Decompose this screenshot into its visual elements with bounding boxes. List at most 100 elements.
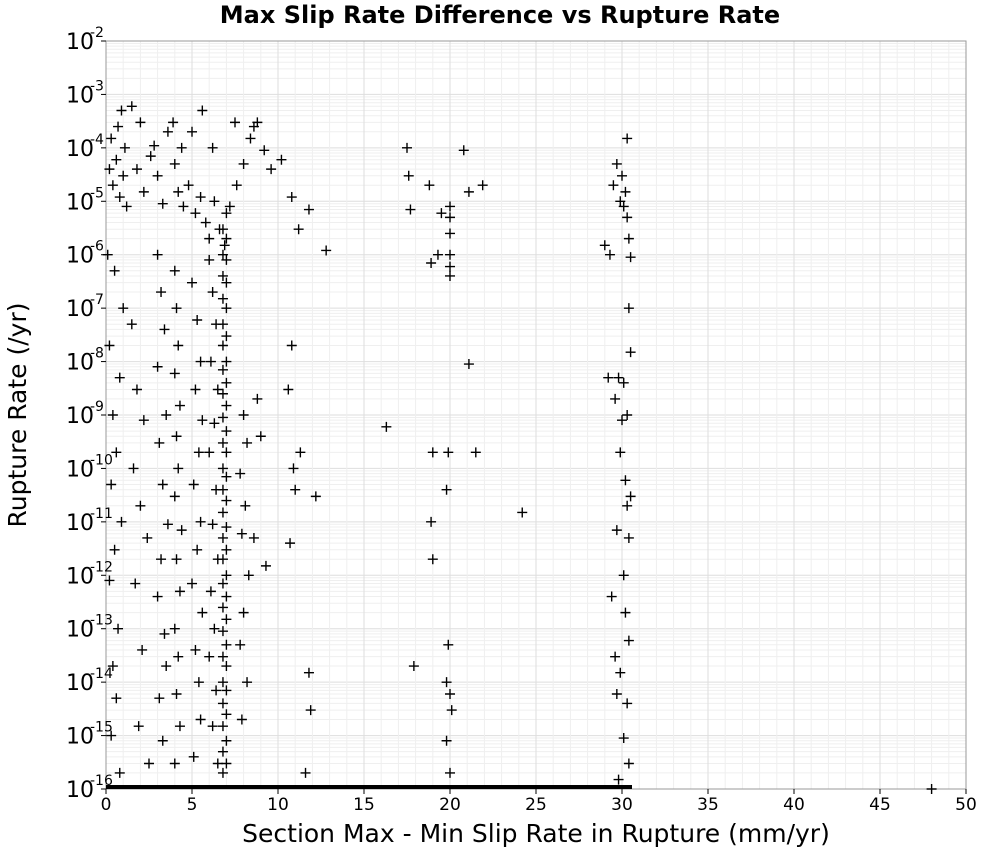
y-tick-label: 10 xyxy=(66,778,94,803)
data-point xyxy=(111,447,122,458)
y-tick-exponent: -2 xyxy=(90,25,104,41)
data-point xyxy=(157,198,168,209)
data-point xyxy=(178,201,189,212)
data-point xyxy=(144,758,154,769)
data-point xyxy=(173,186,184,197)
y-tick-exponent: -3 xyxy=(90,78,104,94)
data-point xyxy=(174,400,185,411)
data-point xyxy=(195,714,206,725)
data-point xyxy=(623,532,634,543)
data-point xyxy=(221,639,232,650)
y-tick-label: 10 xyxy=(66,564,94,589)
data-point xyxy=(145,151,156,162)
data-point xyxy=(171,688,182,699)
data-point xyxy=(427,554,438,565)
data-point xyxy=(212,384,223,395)
data-point xyxy=(445,212,455,223)
data-point xyxy=(161,661,172,672)
data-point xyxy=(109,544,120,555)
data-point xyxy=(219,240,230,251)
data-point xyxy=(171,303,182,314)
data-point xyxy=(152,249,163,260)
data-point xyxy=(426,257,437,268)
data-point xyxy=(133,721,144,732)
data-point xyxy=(622,133,633,144)
data-point xyxy=(154,693,165,704)
data-point xyxy=(221,331,232,342)
data-point xyxy=(310,491,321,502)
data-point xyxy=(168,117,179,128)
data-point xyxy=(159,628,170,639)
data-point xyxy=(204,233,215,244)
data-point xyxy=(221,758,232,769)
data-point xyxy=(238,410,249,420)
data-point xyxy=(611,158,622,169)
data-point xyxy=(156,287,167,298)
data-point xyxy=(293,224,304,235)
data-point xyxy=(187,578,197,589)
data-point xyxy=(445,767,455,778)
y-tick-exponent: -6 xyxy=(90,239,104,255)
data-point xyxy=(193,677,204,688)
data-point xyxy=(300,767,311,778)
data-point xyxy=(152,591,163,602)
data-point xyxy=(221,447,232,458)
data-point xyxy=(613,372,624,383)
data-point xyxy=(221,661,232,672)
data-point xyxy=(209,196,220,207)
data-point xyxy=(221,709,232,720)
x-tick-label: 10 xyxy=(267,795,289,815)
data-point xyxy=(288,463,299,474)
data-point xyxy=(113,623,124,634)
data-point xyxy=(176,142,187,153)
data-point xyxy=(221,570,232,581)
data-point xyxy=(432,249,443,260)
data-point xyxy=(242,677,253,688)
data-point xyxy=(221,544,232,555)
data-point xyxy=(106,730,117,741)
data-point xyxy=(606,591,617,602)
data-point xyxy=(618,201,629,212)
data-point xyxy=(283,384,294,395)
data-point xyxy=(235,468,246,479)
data-point xyxy=(618,570,629,581)
data-point xyxy=(445,249,455,260)
data-point xyxy=(174,586,185,597)
data-point xyxy=(138,186,149,197)
data-point xyxy=(618,377,629,388)
data-point xyxy=(217,532,228,543)
x-tick-label: 50 xyxy=(955,795,977,815)
data-point xyxy=(204,254,215,265)
data-point xyxy=(211,685,222,696)
data-point xyxy=(625,347,636,358)
data-point xyxy=(197,415,208,426)
data-point xyxy=(130,578,141,589)
data-point xyxy=(169,623,180,634)
data-point xyxy=(221,233,232,244)
data-point xyxy=(187,277,197,288)
data-point xyxy=(128,463,139,474)
data-point xyxy=(190,208,201,219)
data-point xyxy=(242,437,253,448)
data-point xyxy=(205,586,216,597)
data-point xyxy=(162,519,173,530)
data-point xyxy=(188,751,199,762)
data-point xyxy=(205,356,216,367)
data-point xyxy=(303,204,314,215)
data-point xyxy=(608,180,619,191)
data-point xyxy=(192,544,203,555)
data-point xyxy=(116,105,127,116)
data-point xyxy=(217,224,228,235)
data-point xyxy=(121,201,132,212)
data-point xyxy=(114,192,125,203)
data-point xyxy=(620,186,631,197)
data-point xyxy=(217,554,228,565)
data-point xyxy=(131,164,142,175)
y-tick-exponent: -4 xyxy=(90,132,104,148)
data-point xyxy=(188,479,199,490)
data-point xyxy=(622,212,633,223)
data-point xyxy=(217,463,228,474)
data-point xyxy=(118,170,129,181)
data-point xyxy=(617,415,627,426)
data-point xyxy=(118,303,129,314)
